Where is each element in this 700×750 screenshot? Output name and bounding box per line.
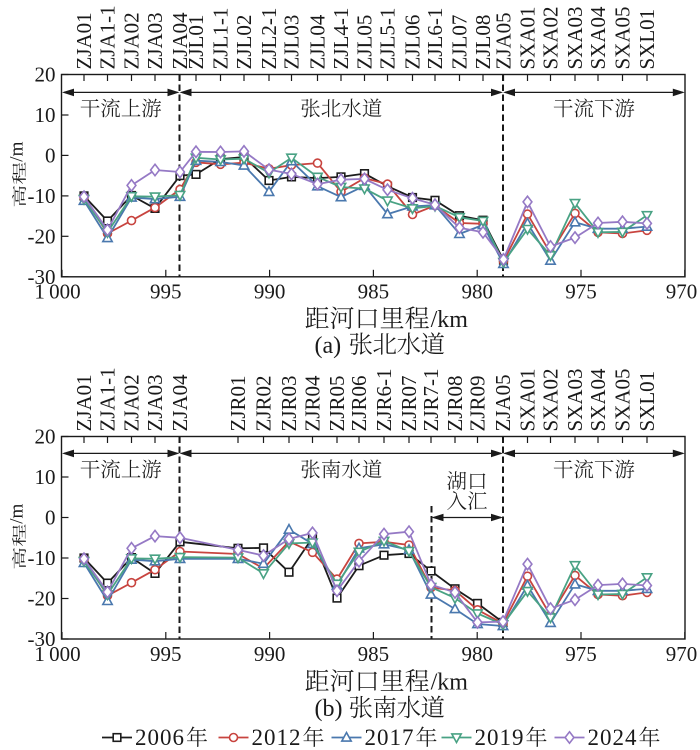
svg-text:ZJA03: ZJA03 (143, 374, 167, 431)
svg-text:ZJL5-1: ZJL5-1 (375, 8, 399, 70)
svg-text:ZJA02: ZJA02 (119, 374, 143, 431)
svg-text:-30: -30 (28, 627, 56, 651)
svg-text:0: 0 (45, 506, 56, 530)
svg-text:SXL01: SXL01 (635, 371, 659, 432)
svg-text:/m: /m (6, 504, 27, 524)
svg-text:ZJL6-1: ZJL6-1 (423, 8, 447, 70)
svg-text:ZJA01: ZJA01 (72, 12, 96, 69)
svg-text:ZJL01: ZJL01 (184, 15, 208, 70)
svg-text:1 000: 1 000 (34, 280, 80, 304)
svg-text:2012: 2012 (252, 725, 302, 750)
svg-text:SXL01: SXL01 (635, 9, 659, 70)
svg-text:ZJR05: ZJR05 (325, 375, 349, 431)
svg-text:ZJA1-1: ZJA1-1 (95, 367, 119, 431)
svg-text:SXA01: SXA01 (515, 368, 539, 431)
svg-text:995: 995 (150, 642, 182, 666)
svg-text:10: 10 (35, 103, 56, 127)
svg-text:ZJL08: ZJL08 (471, 15, 495, 70)
svg-text:SXA03: SXA03 (563, 6, 587, 69)
svg-text:/km: /km (431, 307, 469, 333)
svg-text:985: 985 (358, 280, 390, 304)
svg-text:975: 975 (565, 642, 597, 666)
svg-text:ZJA03: ZJA03 (143, 12, 167, 69)
svg-text:10: 10 (35, 465, 56, 489)
svg-text:-10: -10 (28, 546, 56, 570)
svg-text:/m: /m (6, 141, 27, 161)
svg-text:ZJR02: ZJR02 (251, 375, 275, 431)
svg-text:ZJL02: ZJL02 (232, 15, 256, 70)
svg-text:985: 985 (358, 642, 390, 666)
svg-text:SXA03: SXA03 (563, 368, 587, 431)
svg-text:ZJR01: ZJR01 (226, 375, 250, 431)
svg-text:ZJA1-1: ZJA1-1 (95, 5, 119, 69)
svg-text:SXA01: SXA01 (515, 6, 539, 69)
svg-text:ZJR03: ZJR03 (277, 375, 301, 431)
svg-text:ZJL05: ZJL05 (352, 15, 376, 70)
svg-text:990: 990 (254, 642, 286, 666)
svg-text:SXA02: SXA02 (538, 368, 562, 431)
svg-text:ZJR08: ZJR08 (443, 375, 467, 431)
svg-text:ZJL2-1: ZJL2-1 (257, 8, 281, 70)
svg-text:ZJA05: ZJA05 (491, 12, 515, 69)
svg-text:980: 980 (461, 280, 493, 304)
svg-text:-20: -20 (28, 224, 56, 248)
svg-text:20: 20 (35, 63, 56, 87)
svg-text:ZJL04: ZJL04 (305, 14, 329, 69)
svg-text:ZJA05: ZJA05 (491, 374, 515, 431)
svg-text:980: 980 (461, 642, 493, 666)
svg-text:/km: /km (431, 670, 469, 696)
svg-text:ZJL1-1: ZJL1-1 (208, 8, 232, 70)
svg-text:ZJR09: ZJR09 (465, 375, 489, 431)
svg-text:SXA05: SXA05 (610, 368, 634, 431)
svg-text:(a): (a) (315, 333, 342, 359)
svg-text:ZJL4-1: ZJL4-1 (329, 8, 353, 70)
svg-text:-30: -30 (28, 265, 56, 289)
svg-text:0: 0 (45, 143, 56, 167)
svg-text:970: 970 (666, 280, 698, 304)
svg-text:970: 970 (666, 642, 698, 666)
svg-text:-20: -20 (28, 587, 56, 611)
svg-text:2017: 2017 (365, 725, 415, 750)
svg-text:ZJR6-1: ZJR6-1 (372, 369, 396, 432)
svg-text:975: 975 (565, 280, 597, 304)
svg-text:ZJL07: ZJL07 (447, 15, 471, 70)
svg-text:ZJL03: ZJL03 (279, 15, 303, 70)
svg-text:ZJA04: ZJA04 (168, 12, 192, 70)
svg-text:20: 20 (35, 425, 56, 449)
svg-text:ZJA02: ZJA02 (119, 12, 143, 69)
svg-text:ZJA01: ZJA01 (72, 374, 96, 431)
svg-text:SXA02: SXA02 (538, 6, 562, 69)
svg-text:995: 995 (150, 280, 182, 304)
svg-text:ZJR06: ZJR06 (347, 375, 371, 431)
svg-text:ZJR07: ZJR07 (397, 375, 421, 431)
svg-text:2019: 2019 (475, 725, 525, 750)
svg-text:2006: 2006 (135, 725, 185, 750)
svg-text:ZJR04: ZJR04 (300, 375, 324, 432)
svg-text:1 000: 1 000 (34, 642, 80, 666)
svg-text:SXA05: SXA05 (610, 6, 634, 69)
svg-text:990: 990 (254, 280, 286, 304)
svg-text:SXA04: SXA04 (586, 368, 610, 432)
svg-text:ZJL06: ZJL06 (400, 15, 424, 70)
svg-text:2024: 2024 (588, 725, 638, 750)
svg-text:(b): (b) (315, 696, 343, 722)
svg-text:ZJA04: ZJA04 (168, 374, 192, 432)
svg-text:SXA04: SXA04 (586, 6, 610, 70)
svg-text:-10: -10 (28, 184, 56, 208)
svg-text:ZJR7-1: ZJR7-1 (419, 369, 443, 432)
